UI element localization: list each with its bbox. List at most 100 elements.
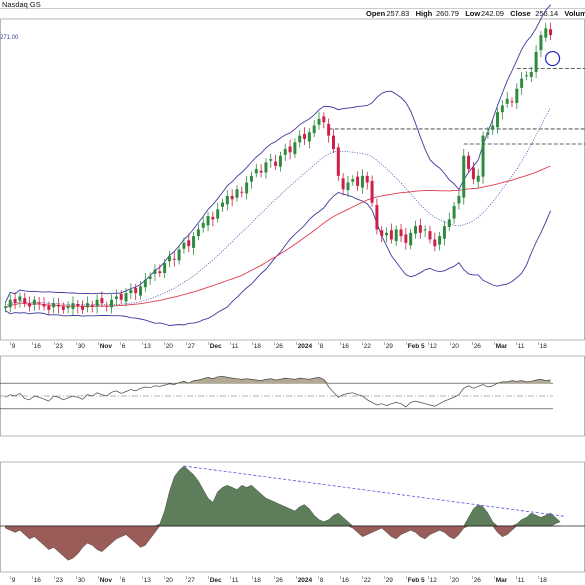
candle-body bbox=[303, 133, 307, 139]
candle-body bbox=[278, 155, 282, 167]
candle-body bbox=[452, 205, 456, 219]
candle-body bbox=[216, 209, 220, 219]
candle-body bbox=[447, 219, 451, 227]
macd-date-label: Feb 5 bbox=[408, 577, 425, 584]
candle-body bbox=[85, 303, 89, 308]
macd-date-label: 16 bbox=[34, 577, 42, 584]
candle-body bbox=[520, 78, 524, 88]
candle-body bbox=[28, 303, 32, 307]
ohlc-label-low: Low bbox=[465, 9, 480, 18]
candle-body bbox=[375, 205, 379, 230]
candle-body bbox=[442, 226, 446, 239]
macd-date-label: 6 bbox=[122, 577, 126, 584]
long-moving-average-line bbox=[5, 165, 551, 309]
candle-body bbox=[365, 175, 369, 183]
macd-date-label: 23 bbox=[56, 577, 64, 584]
candle-body bbox=[356, 176, 360, 186]
date-axes: 9 16 23 30 Nov 6 13 20 27 Dec 11 18 26 2024 8 16 22 29 Feb… bbox=[10, 342, 548, 584]
ohlc-label-open: Open bbox=[366, 9, 386, 18]
candle-body bbox=[201, 222, 205, 228]
price-date-label: 29 bbox=[386, 343, 394, 350]
macd-date-label: Mar bbox=[496, 577, 508, 584]
macd-positive-area bbox=[5, 465, 561, 527]
macd-date-label: 20 bbox=[166, 577, 174, 584]
candle-body bbox=[124, 293, 128, 302]
chart-header: Nasdaq GS Open 257.83 High 260.79 Low 242.09 Cl… bbox=[0, 0, 585, 41]
price-date-label: 20 bbox=[166, 343, 174, 350]
candle-body bbox=[221, 202, 225, 207]
price-date-label: 18 bbox=[254, 343, 262, 350]
candle-body bbox=[360, 175, 364, 188]
macd-date-label: 22 bbox=[364, 577, 372, 584]
ohlc-label-close: Close bbox=[510, 9, 530, 18]
price-date-label: 27 bbox=[188, 343, 196, 350]
macd-date-label: 27 bbox=[188, 577, 196, 584]
ohlc-label-high: High bbox=[416, 9, 433, 18]
candle-body bbox=[327, 123, 331, 136]
candle-body bbox=[100, 298, 104, 304]
candle-body bbox=[274, 161, 278, 166]
candle-body bbox=[172, 258, 176, 260]
candle-body bbox=[476, 175, 480, 182]
ohlc-value-high: 260.79 bbox=[436, 9, 459, 18]
candle-body bbox=[414, 226, 417, 234]
candle-body bbox=[491, 125, 495, 130]
candle-body bbox=[47, 305, 51, 310]
rsi-line bbox=[5, 375, 551, 408]
candle-body bbox=[283, 149, 287, 155]
macd-date-label: 18 bbox=[254, 577, 262, 584]
candle-body bbox=[225, 195, 229, 205]
candle-body bbox=[380, 230, 384, 237]
ohlc-value-open: 257.83 bbox=[386, 9, 409, 18]
macd-date-label: 9 bbox=[12, 577, 16, 584]
candle-body bbox=[240, 191, 244, 193]
candle-body bbox=[322, 116, 326, 123]
ohlc-value-low: 242.09 bbox=[481, 9, 504, 18]
candle-body bbox=[143, 279, 147, 288]
candle-body bbox=[56, 304, 60, 307]
candle-body bbox=[245, 182, 249, 194]
macd-date-label: 30 bbox=[78, 577, 86, 584]
candle-body bbox=[486, 132, 490, 135]
candle-body bbox=[496, 112, 500, 128]
candle-body bbox=[404, 234, 408, 243]
macd-date-label: 26 bbox=[474, 577, 482, 584]
candle-body bbox=[129, 289, 133, 294]
upper-band-line bbox=[4, 4, 551, 303]
price-date-label: 20 bbox=[452, 343, 460, 350]
macd-date-label: 29 bbox=[386, 577, 394, 584]
macd-panel bbox=[0, 461, 585, 573]
candle-body bbox=[433, 239, 437, 247]
candle-body bbox=[428, 231, 432, 240]
rsi-panel bbox=[0, 355, 585, 437]
macd-date-label: 13 bbox=[144, 577, 152, 584]
price-date-label: 16 bbox=[342, 343, 350, 350]
price-date-label: 12 bbox=[430, 343, 438, 350]
candle-body bbox=[167, 256, 171, 262]
candle-body bbox=[187, 240, 191, 247]
price-date-label: 16 bbox=[34, 343, 42, 350]
macd-date-label: 26 bbox=[276, 577, 284, 584]
candle-body bbox=[298, 135, 302, 143]
candle-body bbox=[529, 71, 533, 77]
candle-body bbox=[351, 179, 355, 182]
price-date-label: 18 bbox=[540, 343, 548, 350]
price-date-label: Dec bbox=[210, 343, 222, 350]
candle-body bbox=[457, 195, 461, 204]
macd-date-label: 8 bbox=[320, 577, 324, 584]
price-date-label: 26 bbox=[276, 343, 284, 350]
macd-date-label: 11 bbox=[518, 577, 525, 584]
candle-body bbox=[90, 304, 94, 307]
price-date-label: 9 bbox=[12, 343, 16, 350]
candle-body bbox=[385, 232, 389, 236]
candle-body bbox=[510, 101, 514, 103]
price-date-label: 30 bbox=[78, 343, 86, 350]
candle-body bbox=[293, 142, 297, 155]
candle-body bbox=[534, 51, 538, 72]
price-date-label: 26 bbox=[474, 343, 482, 350]
mid-band-dotted-line bbox=[5, 107, 551, 307]
ma-value-label: 271.00 bbox=[0, 35, 19, 41]
ohlc-label-volume: Volume bbox=[564, 9, 585, 18]
price-date-label: 8 bbox=[320, 343, 324, 350]
candle-body bbox=[23, 298, 27, 304]
